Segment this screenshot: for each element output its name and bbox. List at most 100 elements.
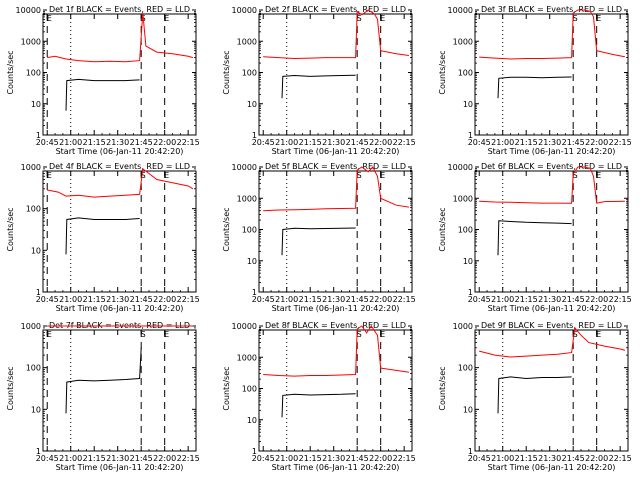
series-events [497, 220, 572, 256]
panel-title: Det 5f BLACK = Events, RED = LLD [265, 162, 406, 171]
x-tick-label: 21:45 [130, 454, 153, 463]
y-tick-label: 1 [36, 131, 41, 140]
y-tick-label: 1 [468, 131, 473, 140]
series-events [281, 74, 356, 99]
plot-frame [42, 170, 197, 293]
plot-frame [258, 13, 413, 136]
x-tick-label: 21:30 [538, 454, 561, 463]
x-tick-label: 22:15 [609, 454, 632, 463]
x-tick-label: 21:30 [322, 295, 345, 304]
x-tick-label: 21:15 [83, 295, 106, 304]
y-axis-label: Counts/sec [438, 207, 447, 251]
x-tick-label: 21:15 [515, 295, 538, 304]
marker-label: S [357, 330, 362, 339]
marker-label: E [380, 330, 385, 339]
x-tick-label: 21:30 [322, 454, 345, 463]
x-axis-label: Start Time (06-Jan-11 20:42:20) [488, 147, 616, 156]
x-tick-label: 21:45 [130, 138, 153, 147]
y-axis-label: Counts/sec [222, 50, 231, 94]
marker-label: S [357, 171, 362, 180]
x-tick-label: 21:45 [562, 454, 585, 463]
y-axis-label: Counts/sec [6, 207, 15, 251]
panel-title: Det 1f BLACK = Events, RED = LLD [49, 5, 190, 14]
y-tick-label: 10000 [16, 6, 41, 15]
x-tick-label: 21:15 [83, 138, 106, 147]
y-tick-label: 10 [31, 246, 41, 255]
series-events [65, 78, 140, 111]
plot-frame [42, 13, 197, 136]
y-tick-label: 100 [242, 385, 257, 394]
y-tick-label: 100 [26, 364, 41, 373]
x-tick-label: 21:00 [491, 454, 514, 463]
y-tick-label: 10 [463, 100, 473, 109]
series-events [65, 217, 140, 255]
panel-det-9: Det 9f BLACK = Events, RED = LLD 1 10 100 10… [438, 321, 632, 472]
plot-frame [42, 329, 197, 452]
x-tick-label: 21:00 [275, 138, 298, 147]
series-events [281, 227, 356, 256]
x-tick-label: 21:30 [322, 138, 345, 147]
x-tick-label: 21:15 [299, 295, 322, 304]
y-tick-label: 10 [247, 257, 257, 266]
plot-frame [474, 329, 629, 452]
y-tick-label: 10 [31, 405, 41, 414]
x-tick-label: 20:45 [252, 295, 275, 304]
x-tick-label: 21:15 [83, 454, 106, 463]
x-axis-label: Start Time (06-Jan-11 20:42:20) [488, 304, 616, 313]
panel-det-3: Det 3f BLACK = Events, RED = LLD 1 10 100 10… [438, 5, 632, 156]
x-tick-label: 22:15 [393, 295, 416, 304]
x-tick-label: 21:15 [299, 138, 322, 147]
y-tick-label: 1000 [453, 37, 473, 46]
x-tick-label: 22:15 [177, 295, 200, 304]
x-tick-label: 22:00 [369, 295, 392, 304]
marker-label: S [357, 14, 362, 23]
marker-label: E [164, 330, 169, 339]
marker-label: E [596, 330, 601, 339]
x-tick-label: 22:00 [153, 138, 176, 147]
x-tick-label: 22:15 [393, 454, 416, 463]
y-tick-label: 1 [36, 288, 41, 297]
marker-label: S [573, 330, 578, 339]
y-tick-label: 10000 [232, 6, 257, 15]
y-tick-label: 10 [463, 257, 473, 266]
y-tick-label: 1 [252, 447, 257, 456]
panel-title: Det 9f BLACK = Events, RED = LLD [481, 321, 622, 330]
y-tick-label: 10 [247, 416, 257, 425]
x-tick-label: 21:30 [106, 454, 129, 463]
x-tick-label: 21:15 [515, 138, 538, 147]
x-tick-label: 20:45 [252, 454, 275, 463]
panel-det-1: Det 1f BLACK = Events, RED = LLD 1 10 100 10… [6, 5, 200, 156]
series-events [65, 347, 142, 414]
x-axis-label: Start Time (06-Jan-11 20:42:20) [272, 147, 400, 156]
y-tick-label: 10 [463, 405, 473, 414]
y-axis-label: Counts/sec [6, 50, 15, 94]
x-tick-label: 21:45 [346, 138, 369, 147]
x-tick-label: 20:45 [36, 138, 59, 147]
y-tick-label: 100 [458, 226, 473, 235]
x-tick-label: 22:15 [177, 138, 200, 147]
x-tick-label: 20:45 [468, 138, 491, 147]
series-lld [263, 166, 409, 212]
marker-label: E [164, 171, 169, 180]
x-tick-label: 21:30 [106, 295, 129, 304]
y-tick-label: 1 [468, 288, 473, 297]
x-tick-label: 22:00 [153, 454, 176, 463]
y-tick-label: 1 [468, 447, 473, 456]
marker-label: S [573, 14, 578, 23]
x-axis-label: Start Time (06-Jan-11 20:42:20) [56, 304, 184, 313]
y-tick-label: 10000 [448, 6, 473, 15]
y-tick-label: 100 [26, 69, 41, 78]
marker-label: E [47, 14, 52, 23]
x-tick-label: 22:15 [393, 138, 416, 147]
x-tick-label: 21:00 [491, 295, 514, 304]
y-tick-label: 1000 [237, 194, 257, 203]
series-lld [479, 326, 626, 358]
panel-det-4: Det 4f BLACK = Events, RED = LLD 1 10 100 10… [6, 162, 200, 313]
plot-frame [474, 13, 629, 136]
y-axis-label: Counts/sec [438, 366, 447, 410]
x-tick-label: 22:00 [369, 138, 392, 147]
y-tick-label: 10 [31, 100, 41, 109]
panel-title: Det 4f BLACK = Events, RED = LLD [49, 162, 190, 171]
x-tick-label: 20:45 [252, 138, 275, 147]
series-lld [263, 9, 409, 60]
